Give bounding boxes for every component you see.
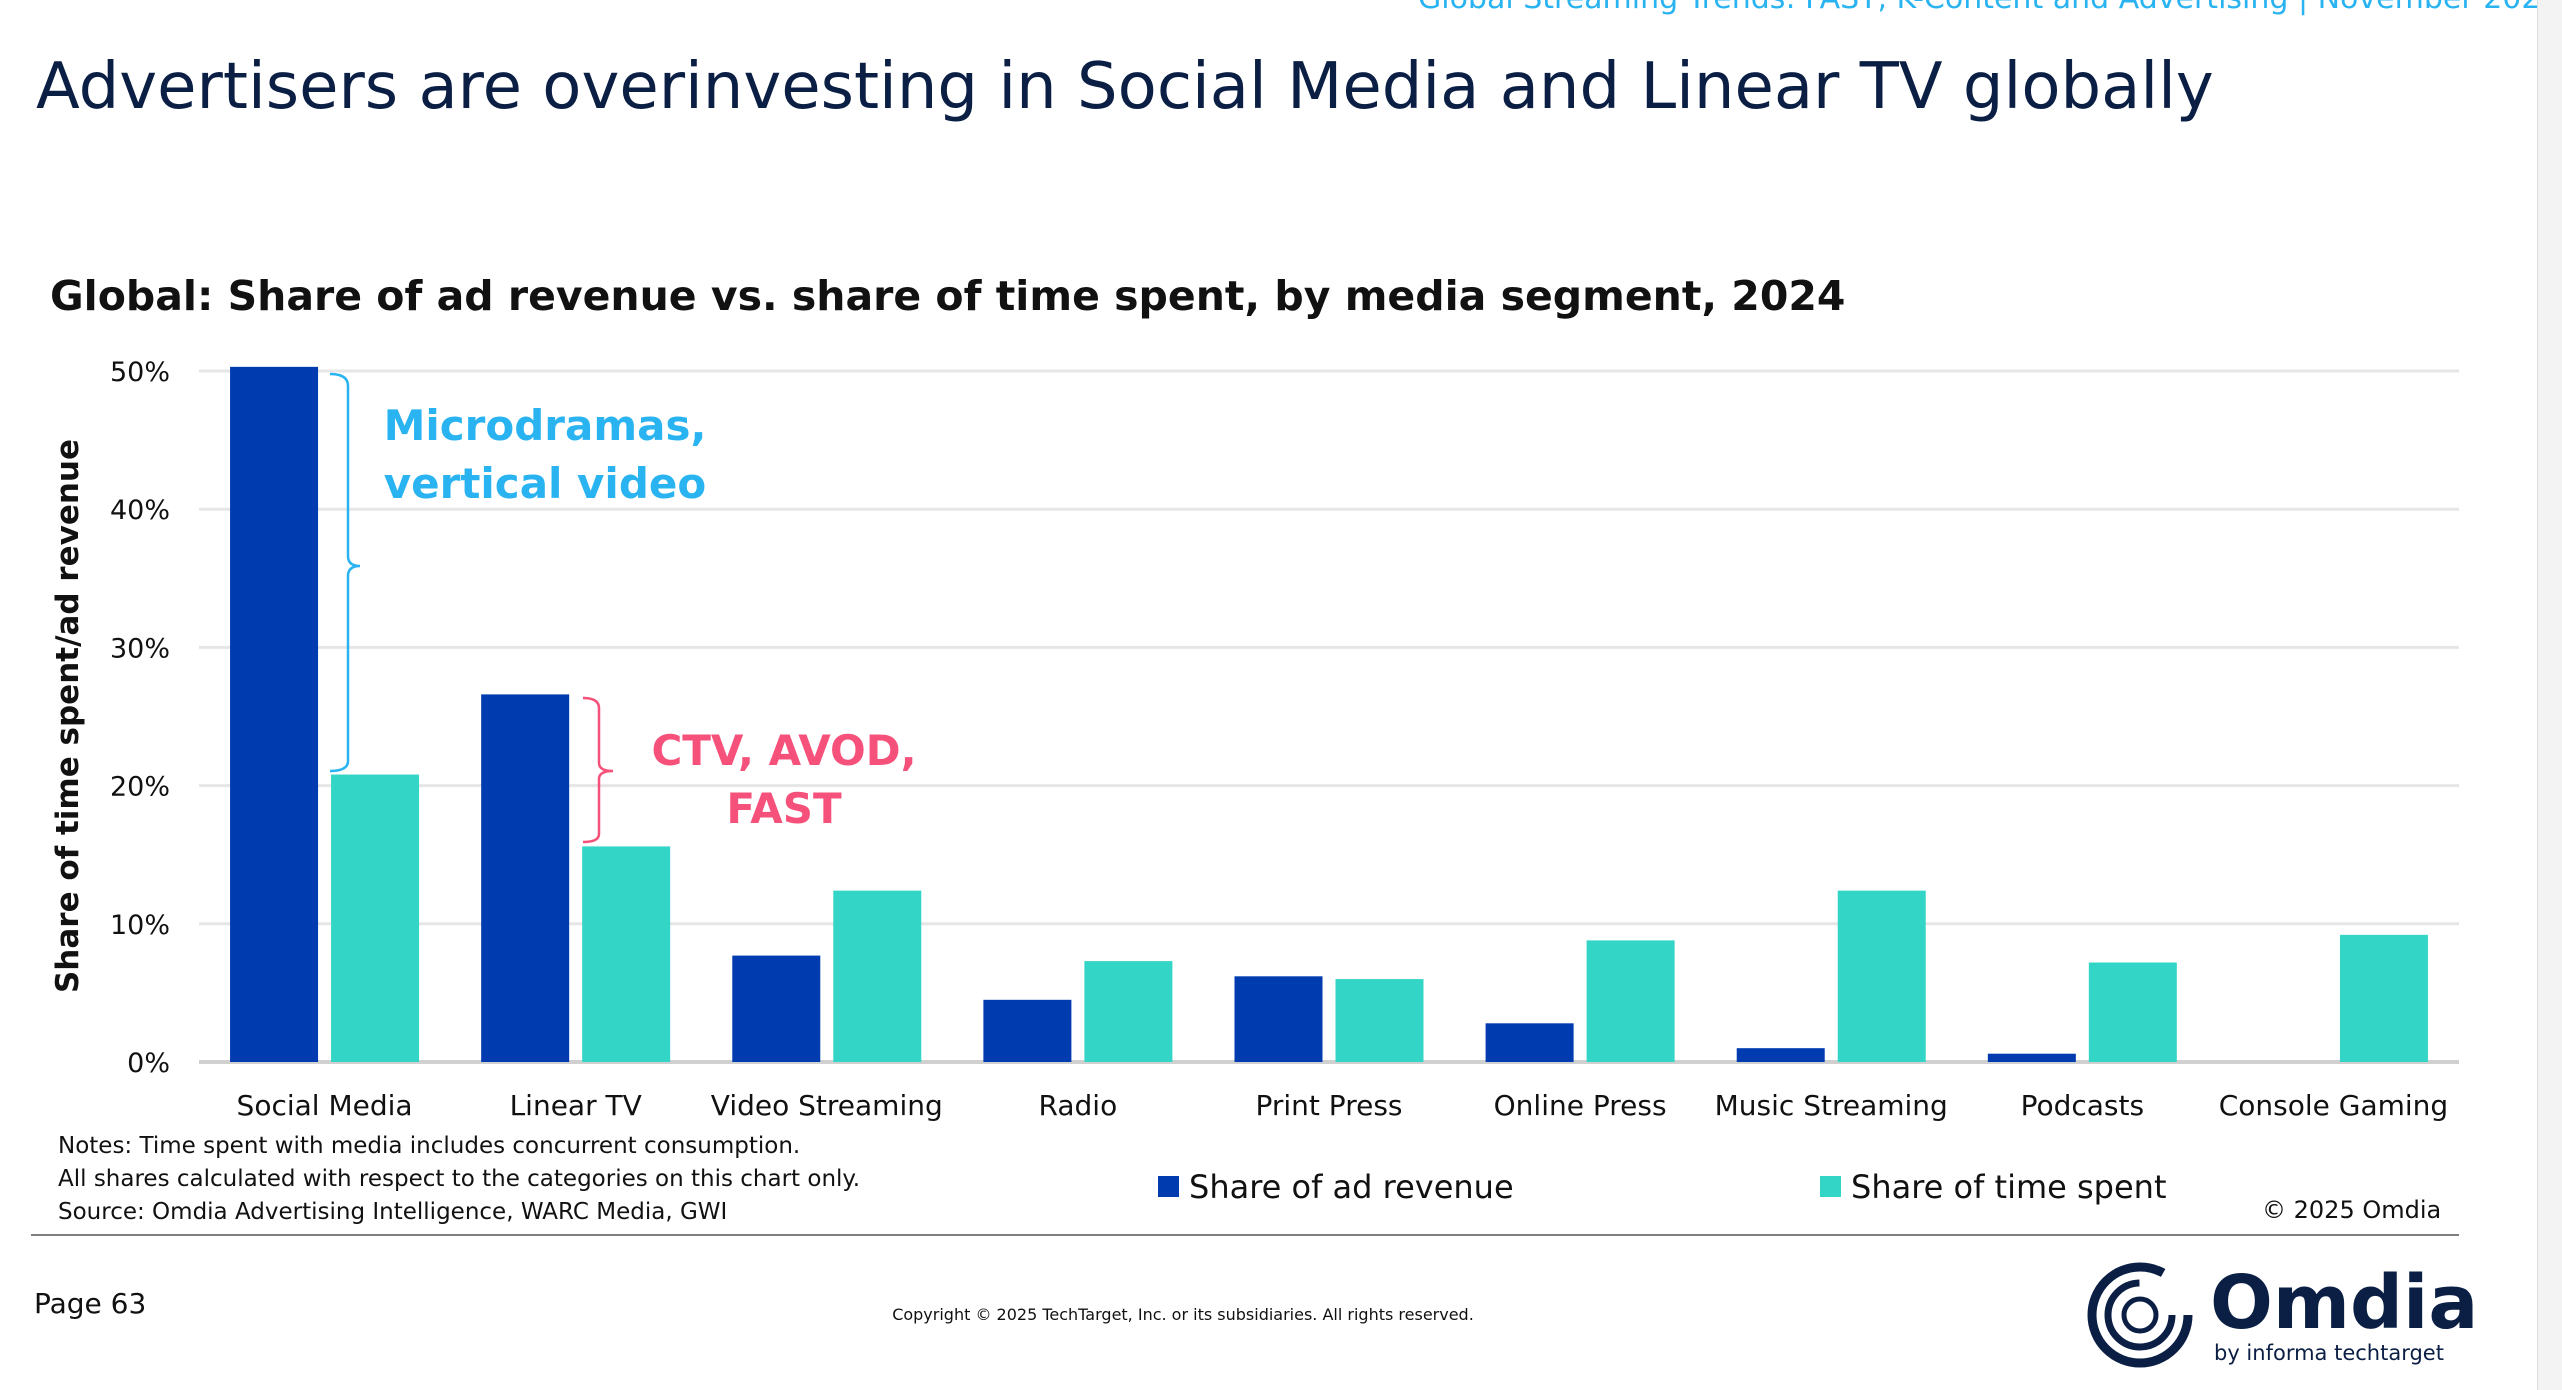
y-tick-label: 30% xyxy=(110,633,170,664)
annotation-microdramas: Microdramas, xyxy=(384,401,707,450)
report-title: Global Streaming Trends: FAST, K-Content… xyxy=(1418,0,2560,16)
x-tick-label: Console Gaming xyxy=(2219,1089,2448,1122)
logo-wordmark: Omdia xyxy=(2210,1260,2478,1346)
logo-ring-icon xyxy=(2087,1262,2193,1368)
bar-ad-revenue xyxy=(1485,1023,1574,1062)
bar-ad-revenue xyxy=(983,999,1072,1062)
logo-inner-ring-icon xyxy=(2104,1279,2176,1351)
bracket-linear-tv xyxy=(582,696,614,844)
bar-time-spent xyxy=(1335,979,1424,1062)
bar-time-spent xyxy=(1084,961,1173,1062)
omdia-logo: Omdia by informa techtarget xyxy=(2087,1260,2478,1368)
bar-time-spent xyxy=(331,774,420,1062)
logo-subtext: by informa techtarget xyxy=(2214,1341,2444,1365)
annotation-ctv-avod: CTV, AVOD, xyxy=(651,726,916,775)
notes-line-1: Notes: Time spent with media includes co… xyxy=(58,1133,800,1159)
bar-time-spent xyxy=(2088,962,2177,1062)
legend-swatch-time-spent xyxy=(1820,1176,1841,1197)
annotation-fast: FAST xyxy=(726,784,842,833)
legend-swatch-ad-revenue xyxy=(1158,1176,1179,1197)
y-tick-label: 0% xyxy=(127,1048,170,1079)
bar-ad-revenue xyxy=(1234,976,1323,1062)
y-tick-label: 20% xyxy=(110,772,170,803)
x-tick-label: Podcasts xyxy=(2021,1089,2145,1122)
slide-title: Advertisers are overinvesting in Social … xyxy=(36,50,2214,124)
gridlines xyxy=(199,369,2459,1064)
chart-copyright: © 2025 Omdia xyxy=(2262,1196,2441,1224)
bar-ad-revenue xyxy=(230,366,319,1062)
bar-time-spent xyxy=(1586,940,1675,1062)
x-tick-label: Print Press xyxy=(1256,1089,1403,1122)
bar-time-spent xyxy=(2339,934,2428,1062)
bar-ad-revenue xyxy=(1987,1053,2076,1062)
x-tick-label: Linear TV xyxy=(510,1089,642,1122)
bar-ad-revenue xyxy=(732,955,821,1062)
bar-ad-revenue xyxy=(1736,1048,1825,1062)
x-tick-label: Music Streaming xyxy=(1715,1089,1948,1122)
bracket-social-media xyxy=(329,372,361,773)
copyright: Copyright © 2025 TechTarget, Inc. or its… xyxy=(892,1305,1474,1324)
logo-core-icon xyxy=(2121,1296,2159,1334)
x-tick-labels: Social Media Linear TV Video Streaming Radi… xyxy=(237,1089,2449,1122)
x-tick-label: Video Streaming xyxy=(711,1089,943,1122)
legend-label-ad-revenue: Share of ad revenue xyxy=(1189,1168,1514,1206)
x-tick-label: Radio xyxy=(1039,1089,1118,1122)
bar-ad-revenue xyxy=(481,694,570,1062)
notes-line-2: All shares calculated with respect to th… xyxy=(58,1166,860,1192)
x-tick-label: Online Press xyxy=(1494,1089,1667,1122)
y-axis-label: Share of time spent/ad revenue xyxy=(50,439,86,993)
chart-title: Global: Share of ad revenue vs. share of… xyxy=(50,272,1845,320)
legend-label-time-spent: Share of time spent xyxy=(1851,1168,2167,1206)
bar-time-spent xyxy=(1837,890,1926,1062)
annotation-vertical-video: vertical video xyxy=(384,459,707,508)
source-line: Source: Omdia Advertising Intelligence, … xyxy=(58,1199,727,1225)
page-number: Page 63 xyxy=(34,1287,146,1320)
y-tick-labels: 0% 10% 20% 30% 40% 50% xyxy=(110,357,170,1079)
scrollbar[interactable] xyxy=(2537,0,2562,1390)
x-tick-label: Social Media xyxy=(237,1089,413,1122)
bar-time-spent xyxy=(582,846,671,1062)
y-tick-label: 50% xyxy=(110,357,170,388)
y-tick-label: 40% xyxy=(110,495,170,526)
bar-time-spent xyxy=(833,890,922,1062)
y-tick-label: 10% xyxy=(110,910,170,941)
bars xyxy=(230,366,2428,1062)
